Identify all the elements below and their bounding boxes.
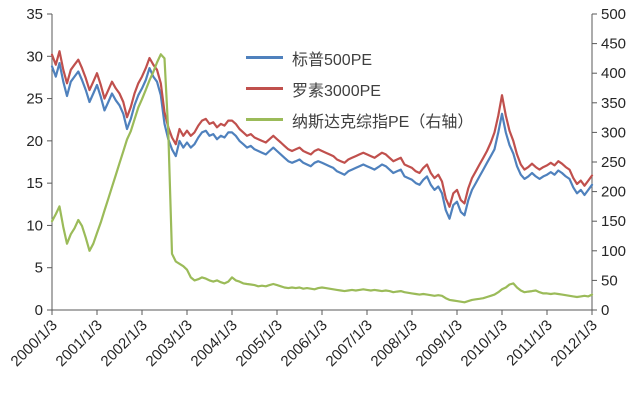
x-axis-tick-label: 2011/1/3	[503, 317, 556, 370]
legend-item-sp500pe: 标普500PE	[246, 42, 473, 73]
left-axis-tick-label: 15	[26, 175, 43, 192]
series-line-0	[50, 61, 594, 220]
legend-label-nasdaq-pe: 纳斯达克综指PE（右轴）	[292, 113, 474, 131]
right-axis-tick-label: 150	[601, 213, 626, 230]
x-axis-tick-label: 2003/1/3	[143, 317, 196, 370]
sp500pe-line-swatch	[246, 56, 283, 59]
chart-legend: 标普500PE 罗素3000PE 纳斯达克综指PE（右轴）	[246, 42, 473, 135]
right-axis-tick-label: 0	[601, 302, 609, 319]
right-axis-tick-label: 300	[601, 124, 626, 141]
legend-item-russell3000pe: 罗素3000PE	[246, 73, 473, 104]
right-axis-tick-label: 200	[601, 184, 626, 201]
right-axis-tick-label: 400	[601, 65, 626, 82]
x-axis-tick-label: 2002/1/3	[98, 317, 151, 370]
left-axis-tick-label: 0	[35, 302, 43, 319]
left-axis-tick-label: 20	[26, 133, 43, 150]
x-axis-tick-label: 2004/1/3	[188, 317, 241, 370]
right-axis-tick-label: 100	[601, 243, 626, 260]
x-axis-tick-label: 2000/1/3	[8, 317, 61, 370]
left-axis-tick-label: 35	[26, 6, 43, 23]
x-axis-tick-label: 2007/1/3	[323, 317, 376, 370]
right-axis-tick-label: 250	[601, 154, 626, 171]
right-axis-tick-label: 500	[601, 6, 626, 23]
x-axis-tick-label: 2012/1/3	[548, 317, 601, 370]
x-axis-tick-label: 2010/1/3	[458, 317, 511, 370]
right-axis-tick-label: 450	[601, 36, 626, 53]
series-line-1	[50, 50, 594, 208]
right-axis-tick-label: 50	[601, 272, 618, 289]
russell3000pe-line-swatch	[246, 87, 283, 90]
x-axis-tick-label: 2001/1/3	[53, 317, 106, 370]
nasdaq-pe-line-swatch	[246, 118, 283, 121]
x-axis-tick-label: 2005/1/3	[233, 317, 286, 370]
legend-item-nasdaq-pe: 纳斯达克综指PE（右轴）	[246, 104, 473, 135]
left-axis-tick-label: 25	[26, 91, 43, 108]
series-line-2	[50, 53, 594, 304]
x-axis-tick-label: 2006/1/3	[278, 317, 331, 370]
left-axis-tick-label: 5	[35, 260, 43, 277]
left-axis-tick-label: 30	[26, 48, 43, 65]
legend-label-sp500pe: 标普500PE	[292, 51, 373, 69]
legend-label-russell3000pe: 罗素3000PE	[292, 82, 381, 100]
x-axis-tick-label: 2008/1/3	[368, 317, 421, 370]
left-axis-tick-label: 10	[26, 217, 43, 234]
right-axis-tick-label: 350	[601, 95, 626, 112]
x-axis-tick-label: 2009/1/3	[413, 317, 466, 370]
